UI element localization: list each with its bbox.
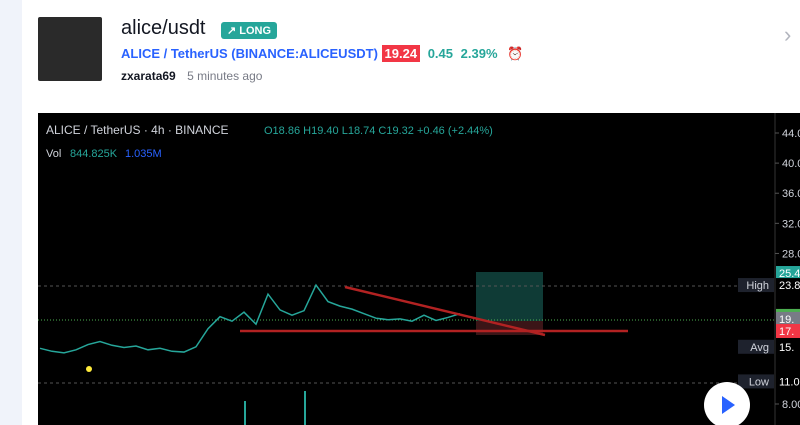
- change: 0.45: [427, 46, 454, 61]
- price-label: 23.8: [779, 280, 800, 292]
- price-label-bg: [776, 374, 800, 389]
- legend-values: O18.86 H19.40 L18.74 C19.32 +0.46 (+2.44…: [264, 125, 493, 137]
- volume-bar: [304, 391, 306, 425]
- chart: ALICE / TetherUS · 4h · BINANCE O18.86 H…: [38, 113, 800, 425]
- author[interactable]: zxarata69: [121, 69, 176, 83]
- price-label: 15.: [779, 342, 794, 354]
- alert-icon[interactable]: ⏰: [507, 46, 524, 61]
- symbol-name[interactable]: ALICE / TetherUS: [121, 46, 228, 61]
- y-tick-label: 44.0: [782, 128, 800, 140]
- legend-title: ALICE / TetherUS · 4h · BINANCE: [46, 123, 229, 137]
- price-label: 25.4: [779, 268, 800, 280]
- price-label: 17.: [779, 326, 794, 338]
- long-target-zone: [476, 272, 543, 321]
- y-tick-label: 32.0: [782, 218, 800, 230]
- tag: Avg: [750, 342, 769, 354]
- open: O18.86: [264, 125, 300, 137]
- price-label-bg: [776, 323, 800, 338]
- tag-bg: [738, 339, 774, 354]
- delta: +0.46 (+2.44%): [417, 125, 493, 137]
- change-pct: 2.39%: [460, 46, 498, 61]
- tag-bg: [738, 374, 774, 389]
- badge-text: LONG: [239, 25, 272, 37]
- price-label: 19.: [779, 314, 794, 326]
- tag-bg: [738, 278, 774, 293]
- vol1: 844.825K: [70, 148, 118, 160]
- close: C19.32: [378, 125, 413, 137]
- avatar[interactable]: [38, 17, 102, 81]
- tag: High: [746, 280, 769, 292]
- tag: Low: [749, 376, 769, 388]
- y-tick-label: 40.0: [782, 158, 800, 170]
- chevron[interactable]: ›: [784, 22, 792, 47]
- y-tick-label: 36.0: [782, 188, 800, 200]
- vol-label: Vol: [46, 148, 61, 160]
- price-label-bg: [776, 311, 800, 326]
- low: L18.74: [342, 125, 376, 137]
- side-strip: [0, 0, 22, 425]
- chart-bg: [38, 113, 800, 425]
- symbol-code[interactable]: (BINANCE:ALICEUSDT): [231, 46, 378, 61]
- high: H19.40: [303, 125, 338, 137]
- price: 19.24: [381, 45, 421, 62]
- trend-line: [344, 285, 546, 337]
- price-label-bg: [776, 266, 800, 281]
- y-tick-label: 28.0: [782, 248, 800, 260]
- price-label-bg: [776, 339, 800, 354]
- time: 5 minutes ago: [187, 69, 263, 83]
- idea-title[interactable]: alice/usdt: [121, 17, 206, 39]
- long-badge: ↗ LONG: [221, 22, 278, 39]
- volume-bar: [244, 401, 246, 425]
- marker: [86, 366, 92, 372]
- meta-row: zxarata69 5 minutes ago: [121, 69, 262, 83]
- play-icon: [722, 396, 735, 414]
- symbol-row: ALICE / TetherUS (BINANCE:ALICEUSDT) 19.…: [121, 45, 524, 62]
- price-label: 11.0: [779, 376, 800, 388]
- price-line: [39, 283, 461, 354]
- vol2: 1.035M: [125, 148, 162, 160]
- price-label-bg: [776, 278, 800, 293]
- y-tick-label: 8.00: [782, 399, 800, 411]
